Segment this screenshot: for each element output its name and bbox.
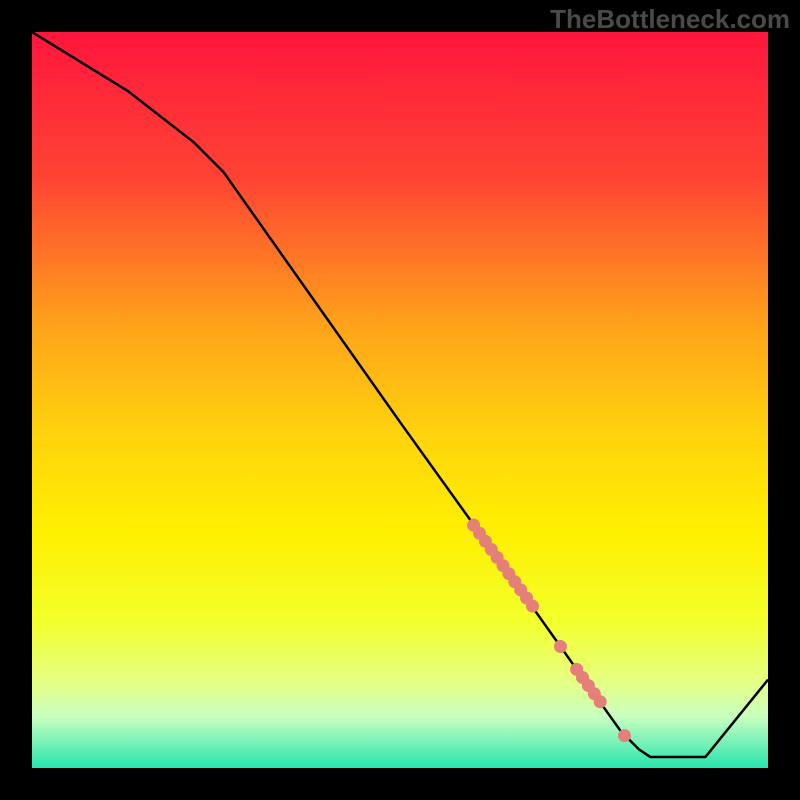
gradient-background	[32, 32, 768, 768]
plot-area	[32, 32, 768, 768]
data-point	[554, 640, 567, 653]
data-point	[618, 729, 631, 742]
watermark-text: TheBottleneck.com	[550, 4, 790, 35]
data-point	[526, 600, 539, 613]
chart-frame: TheBottleneck.com	[0, 0, 800, 800]
chart-svg	[32, 32, 768, 768]
data-point	[594, 695, 607, 708]
